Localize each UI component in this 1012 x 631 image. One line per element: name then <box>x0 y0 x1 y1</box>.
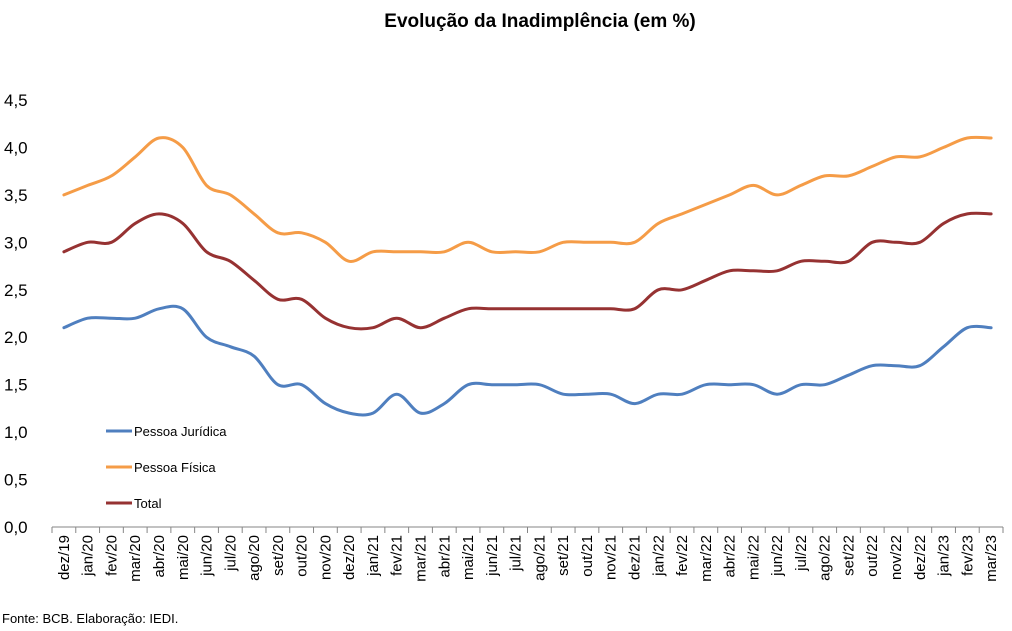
x-tick-label: out/22 <box>864 535 881 577</box>
x-tick-label: mai/20 <box>175 535 192 580</box>
y-tick-label: 1,5 <box>4 376 28 395</box>
x-tick-label: mar/22 <box>698 535 715 582</box>
x-tick-label: jan/20 <box>80 535 97 577</box>
x-tick-label: mai/21 <box>460 535 477 580</box>
y-tick-label: 1,0 <box>4 423 28 442</box>
x-tick-label: fev/21 <box>389 535 406 576</box>
x-tick-label: jul/22 <box>793 535 810 572</box>
x-tick-label: dez/19 <box>56 535 73 580</box>
y-tick-label: 3,5 <box>4 186 28 205</box>
x-tick-label: jul/21 <box>508 535 525 572</box>
series-line-0 <box>62 304 993 417</box>
x-tick-label: mar/21 <box>413 535 430 582</box>
x-tick-label: abr/20 <box>151 535 168 578</box>
x-tick-label: abr/22 <box>722 535 739 578</box>
x-tick-label: jun/20 <box>199 535 216 577</box>
series-line-2 <box>62 211 993 331</box>
x-tick-label: fev/22 <box>674 535 691 576</box>
series-lines <box>62 135 993 417</box>
x-tick-label: out/21 <box>579 535 596 577</box>
legend-label: Pessoa Física <box>134 460 216 475</box>
x-tick-label: jul/20 <box>222 535 239 572</box>
x-tick-label: ago/20 <box>246 535 263 581</box>
legend-label: Pessoa Jurídica <box>134 424 227 439</box>
x-tick-label: ago/22 <box>817 535 834 581</box>
x-tick-label: mai/22 <box>745 535 762 580</box>
legend-label: Total <box>134 496 162 511</box>
x-tick-label: dez/22 <box>912 535 929 580</box>
x-tick-label: jan/22 <box>650 535 667 577</box>
x-tick-label: dez/21 <box>626 535 643 580</box>
y-tick-labels: 0,0 0,5 1,0 1,5 2,0 2,5 3,0 3,5 4,0 4,5 <box>4 91 28 537</box>
x-tick-label: jun/21 <box>484 535 501 577</box>
y-tick-label: 4,5 <box>4 91 28 110</box>
legend: Pessoa Jurídica Pessoa Física Total <box>106 424 227 511</box>
y-tick-label: 3,0 <box>4 233 28 252</box>
x-tick-label: dez/20 <box>341 535 358 580</box>
chart-title: Evolução da Inadimplência (em %) <box>384 11 695 32</box>
x-tick-label: nov/21 <box>603 535 620 580</box>
source-note: Fonte: BCB. Elaboração: IEDI. <box>2 611 179 626</box>
x-tick-label: ago/21 <box>531 535 548 581</box>
axes <box>51 526 1004 533</box>
y-tick-label: 4,0 <box>4 138 28 157</box>
x-tick-label: jun/22 <box>769 535 786 577</box>
x-tick-label: set/22 <box>840 535 857 576</box>
x-tick-label: jan/23 <box>936 535 953 577</box>
y-tick-label: 2,5 <box>4 281 28 300</box>
x-tick-label: out/20 <box>294 535 311 577</box>
x-tick-label: nov/22 <box>888 535 905 580</box>
series-line-1 <box>62 135 993 263</box>
x-tick-label: set/20 <box>270 535 287 576</box>
x-tick-label: set/21 <box>555 535 572 576</box>
x-tick-label: nov/20 <box>317 535 334 580</box>
x-tick-label: abr/21 <box>436 535 453 578</box>
x-tick-labels: dez/19 jan/20 fev/20 mar/20 abr/20 mai/20 jun/… <box>56 535 1000 582</box>
x-tick-label: fev/23 <box>959 535 976 576</box>
x-tick-label: fev/20 <box>103 535 120 576</box>
y-tick-label: 0,5 <box>4 471 28 490</box>
x-tick-label: mar/20 <box>127 535 144 582</box>
x-tick-label: jan/21 <box>365 535 382 577</box>
x-tick-label: mar/23 <box>983 535 1000 582</box>
y-tick-label: 2,0 <box>4 328 28 347</box>
y-tick-label: 0,0 <box>4 518 28 537</box>
